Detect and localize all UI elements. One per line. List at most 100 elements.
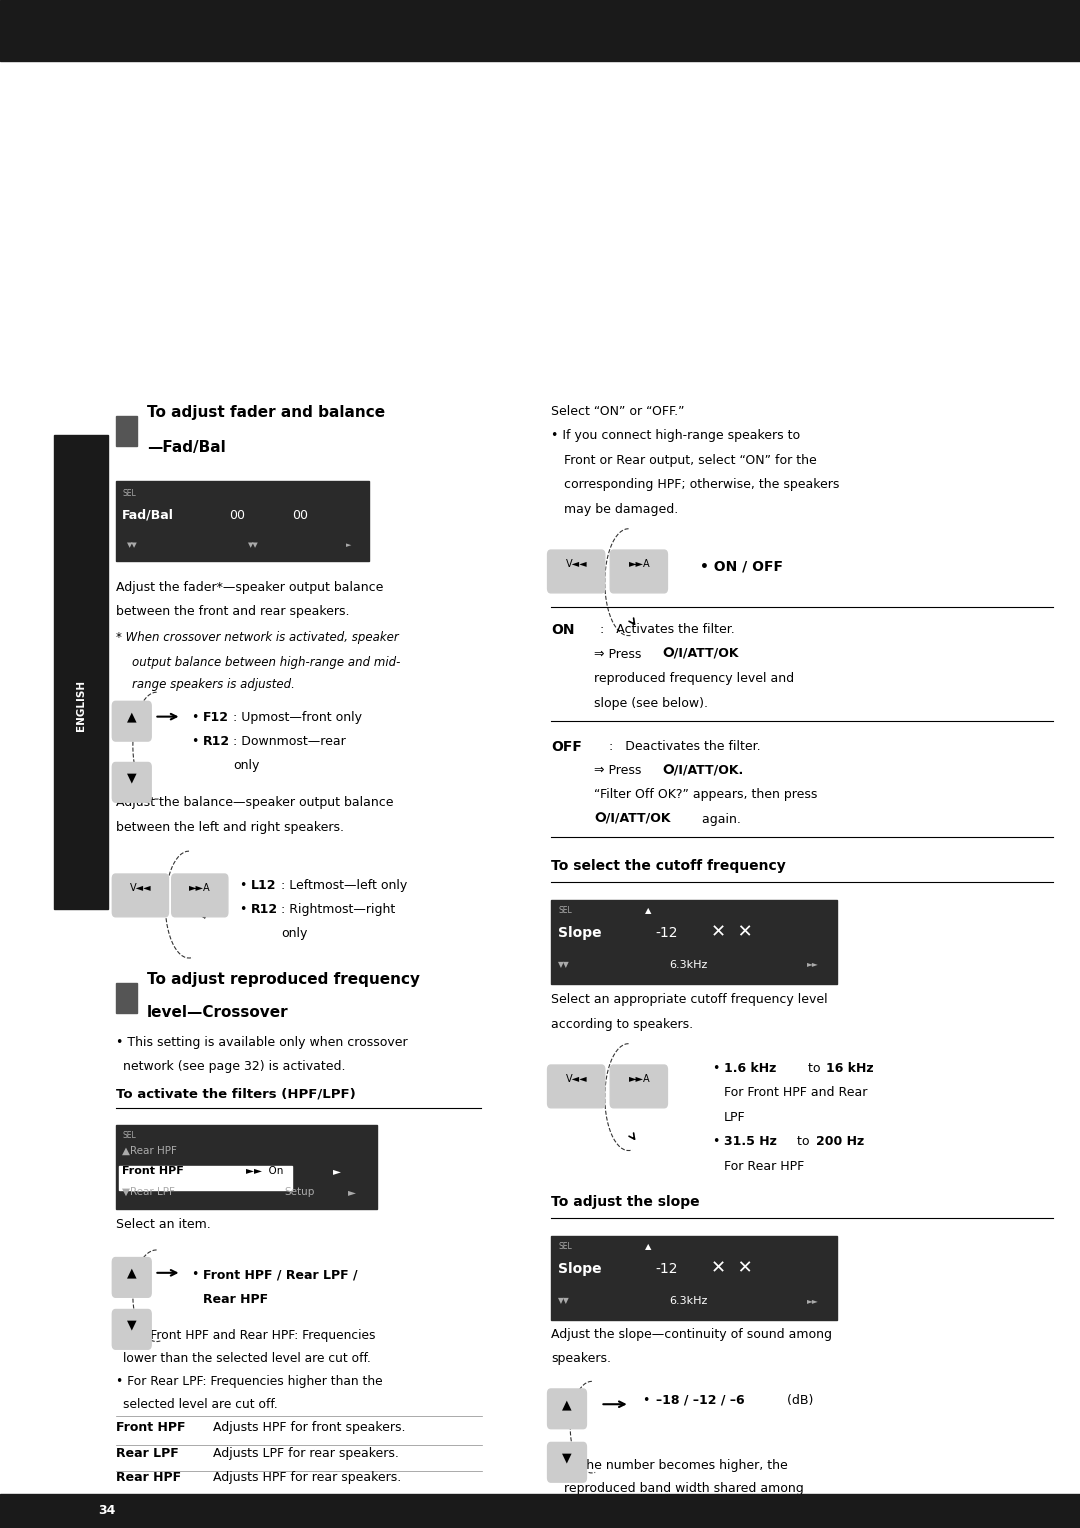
Text: ⵔ/I/ATT/OK.: ⵔ/I/ATT/OK. [662,764,743,778]
Text: Adjust the balance—speaker output balance: Adjust the balance—speaker output balanc… [116,796,393,810]
Text: slope (see below).: slope (see below). [594,697,708,711]
Text: speakers becomes wider.: speakers becomes wider. [564,1505,721,1519]
Text: ▼: ▼ [127,1319,136,1332]
Text: To activate the filters (HPF/LPF): To activate the filters (HPF/LPF) [116,1088,355,1102]
Text: • As the number becomes higher, the: • As the number becomes higher, the [551,1459,787,1473]
Text: • If you connect high-range speakers to: • If you connect high-range speakers to [551,429,800,443]
Text: range speakers is adjusted.: range speakers is adjusted. [132,678,295,692]
Text: R12: R12 [203,735,230,749]
Text: Adjust the fader*—speaker output balance: Adjust the fader*—speaker output balance [116,581,383,594]
Text: LPF: LPF [724,1111,745,1125]
FancyBboxPatch shape [172,874,228,917]
Bar [551,900,837,984]
Text: –18 / –12 / –6: –18 / –12 / –6 [656,1394,744,1407]
Text: ▼Rear LPF: ▼Rear LPF [122,1187,175,1198]
Text: ✕  ✕: ✕ ✕ [711,923,753,941]
Text: Fad/Bal: Fad/Bal [122,509,174,523]
Text: •: • [240,879,252,892]
Text: OFF: OFF [551,740,582,753]
Text: F12: F12 [203,711,229,724]
Bar [0,0,1080,61]
Text: ►: ► [346,542,351,549]
Text: “Filter Off OK?” appears, then press: “Filter Off OK?” appears, then press [594,788,818,802]
Text: ▲: ▲ [563,1398,571,1412]
Text: again.: again. [698,813,741,827]
FancyBboxPatch shape [548,1065,605,1108]
Text: • For Front HPF and Rear HPF: Frequencies: • For Front HPF and Rear HPF: Frequencie… [116,1329,375,1343]
Text: ▼▼: ▼▼ [127,542,138,549]
Text: ►: ► [333,1166,340,1177]
Text: ⵔ/I/ATT/OK: ⵔ/I/ATT/OK [594,813,671,827]
Text: Adjusts HPF for rear speakers.: Adjusts HPF for rear speakers. [213,1471,401,1485]
Text: : Downmost—rear: : Downmost—rear [233,735,346,749]
Text: lower than the selected level are cut off.: lower than the selected level are cut of… [123,1352,372,1366]
FancyBboxPatch shape [112,1309,151,1349]
Text: ►►A: ►►A [189,883,211,894]
Bar [0,1494,1080,1528]
Text: To select the cutoff frequency: To select the cutoff frequency [551,859,785,872]
Text: Select an appropriate cutoff frequency level: Select an appropriate cutoff frequency l… [551,993,827,1007]
Text: ▲: ▲ [645,906,651,915]
Text: SEL: SEL [122,1131,136,1140]
FancyBboxPatch shape [112,1258,151,1297]
Text: Slope: Slope [558,926,602,940]
Text: To adjust fader and balance: To adjust fader and balance [147,405,384,420]
Text: ⵔ/I/ATT/OK: ⵔ/I/ATT/OK [662,648,739,662]
FancyBboxPatch shape [548,550,605,593]
Text: :   Deactivates the filter.: : Deactivates the filter. [609,740,760,753]
Text: only: only [281,927,307,941]
Text: •: • [713,1062,725,1076]
Text: 34: 34 [98,1504,116,1517]
Text: Slope: Slope [558,1262,602,1276]
Text: •: • [643,1394,654,1407]
Text: Front HPF / Rear LPF /: Front HPF / Rear LPF / [203,1268,357,1282]
Text: Adjust the slope—continuity of sound among: Adjust the slope—continuity of sound amo… [551,1328,832,1342]
FancyBboxPatch shape [112,874,168,917]
Text: ⇒ Press: ⇒ Press [594,764,646,778]
Text: (dB): (dB) [783,1394,813,1407]
Text: between the front and rear speakers.: between the front and rear speakers. [116,605,349,619]
Text: :   Activates the filter.: : Activates the filter. [600,623,735,637]
Bar [59,1500,154,1528]
Bar [54,435,108,909]
Text: ►►A: ►►A [629,559,650,570]
FancyBboxPatch shape [112,701,151,741]
Bar [116,416,137,446]
Bar [119,1166,292,1190]
Text: Setup: Setup [284,1187,314,1198]
Text: 00: 00 [293,509,308,523]
Text: To adjust the slope: To adjust the slope [551,1195,700,1209]
FancyBboxPatch shape [610,550,667,593]
Text: —Fad/Bal: —Fad/Bal [147,440,226,455]
Text: ▼▼: ▼▼ [558,960,570,969]
Text: between the left and right speakers.: between the left and right speakers. [116,821,343,834]
Text: ▼: ▼ [127,772,136,785]
Text: Rear HPF: Rear HPF [116,1471,180,1485]
Text: : Leftmost—left only: : Leftmost—left only [281,879,407,892]
Text: ►►A: ►►A [629,1074,650,1085]
Text: ►: ► [348,1187,355,1198]
Text: Adjusts HPF for front speakers.: Adjusts HPF for front speakers. [213,1421,405,1435]
Text: Front HPF: Front HPF [116,1421,185,1435]
Text: to: to [804,1062,824,1076]
Text: Front HPF: Front HPF [122,1166,184,1177]
Text: Adjusts LPF for rear speakers.: Adjusts LPF for rear speakers. [213,1447,399,1461]
Text: •: • [192,711,204,724]
Text: Select “ON” or “OFF.”: Select “ON” or “OFF.” [551,405,685,419]
Text: reproduced band width shared among: reproduced band width shared among [564,1482,804,1496]
Text: : Upmost—front only: : Upmost—front only [233,711,362,724]
Text: V◄◄: V◄◄ [566,559,588,570]
Text: Front or Rear output, select “ON” for the: Front or Rear output, select “ON” for th… [564,454,816,468]
Text: 31.5 Hz: 31.5 Hz [724,1135,777,1149]
Text: ✕  ✕: ✕ ✕ [711,1259,753,1277]
Text: level—Crossover: level—Crossover [147,1005,288,1021]
Text: •: • [713,1135,725,1149]
Text: ►►  On: ►► On [246,1166,284,1177]
Text: ON: ON [551,623,575,637]
Bar [116,1125,377,1209]
Bar [551,1236,837,1320]
FancyBboxPatch shape [112,762,151,802]
Text: ▲: ▲ [645,1242,651,1251]
Text: ⇒ Press: ⇒ Press [594,648,646,662]
Text: 6.3kHz: 6.3kHz [670,960,708,970]
